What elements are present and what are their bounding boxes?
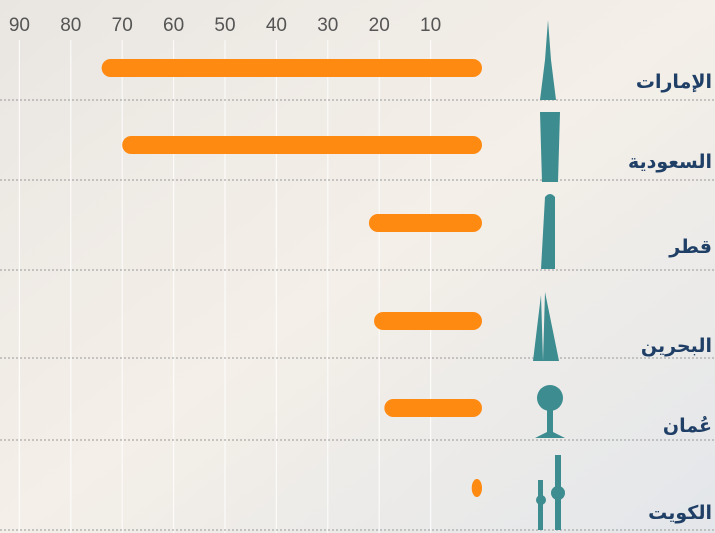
bar — [384, 399, 482, 417]
x-tick-label: 90 — [9, 15, 30, 36]
bar — [102, 59, 482, 77]
category-label: السعودية — [628, 151, 712, 173]
x-tick-label: 10 — [420, 15, 441, 36]
x-tick-label: 60 — [163, 15, 184, 36]
bar — [374, 312, 482, 330]
x-tick-label: 40 — [266, 15, 287, 36]
x-tick-label: 20 — [369, 15, 390, 36]
x-tick-label: 70 — [112, 15, 133, 36]
background — [0, 0, 715, 533]
x-tick-label: 80 — [60, 15, 81, 36]
x-tick-label: 30 — [317, 15, 338, 36]
category-label: قطر — [668, 236, 712, 258]
category-label: عُمان — [663, 415, 712, 437]
bar — [472, 479, 482, 497]
category-label: الكويت — [648, 502, 712, 524]
bar — [122, 136, 482, 154]
category-label: الإمارات — [636, 71, 712, 93]
chart: 10 20 30 40 50 60 70 80 90 الإمارات السعودية قطر الب… — [0, 0, 715, 533]
bar — [369, 214, 482, 232]
category-label: البحرين — [641, 335, 712, 357]
x-tick-label: 50 — [214, 15, 235, 36]
